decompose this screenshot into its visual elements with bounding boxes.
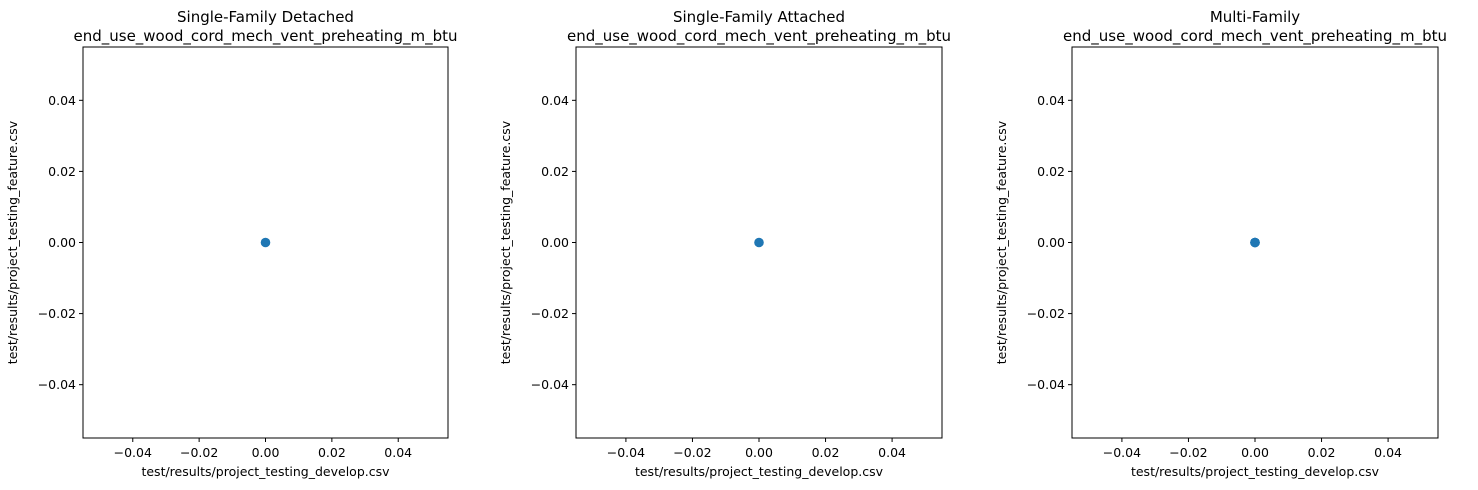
y-tick-label: −0.02 — [38, 306, 76, 321]
y-tick-label: −0.04 — [38, 377, 76, 392]
chart-title: Single-Family Attached end_use_wood_cord_… — [567, 8, 951, 46]
x-axis-label: test/results/project_testing_develop.csv — [635, 464, 884, 479]
x-tick-label: −0.02 — [1169, 445, 1207, 460]
x-tick-label: −0.02 — [180, 445, 218, 460]
y-tick-label: 0.00 — [541, 235, 569, 250]
x-axis-label: test/results/project_testing_develop.csv — [141, 464, 390, 479]
x-tick-label: 0.02 — [812, 445, 840, 460]
x-tick-label: −0.04 — [607, 445, 645, 460]
x-tick-label: 0.02 — [1308, 445, 1336, 460]
chart-title-line-2: end_use_wood_cord_mech_vent_preheating_m… — [1063, 27, 1447, 46]
y-axis-label: test/results/project_testing_feature.csv — [5, 120, 20, 364]
data-point — [1250, 237, 1260, 248]
x-axis-label: test/results/project_testing_develop.csv — [1131, 464, 1380, 479]
x-tick-label: 0.04 — [1374, 445, 1402, 460]
y-axis-label: test/results/project_testing_feature.csv — [994, 120, 1009, 364]
chart-title-line-1: Single-Family Attached — [673, 8, 845, 26]
x-tick-label: −0.02 — [673, 445, 711, 460]
y-tick-label: 0.00 — [1037, 235, 1065, 250]
y-tick-label: 0.04 — [541, 93, 569, 108]
y-tick-label: 0.04 — [1037, 93, 1065, 108]
x-tick-label: 0.04 — [384, 445, 412, 460]
x-tick-label: −0.04 — [1103, 445, 1141, 460]
data-point — [754, 237, 764, 248]
x-tick-label: −0.04 — [114, 445, 152, 460]
x-tick-label: 0.00 — [1241, 445, 1269, 460]
y-tick-label: 0.02 — [541, 164, 569, 179]
y-axis-label: test/results/project_testing_feature.csv — [498, 120, 513, 364]
y-tick-label: −0.04 — [1027, 377, 1065, 392]
y-tick-label: 0.04 — [48, 93, 76, 108]
chart-title-line-2: end_use_wood_cord_mech_vent_preheating_m… — [73, 27, 457, 46]
chart-panel-1: Single-Family Detached end_use_wood_cord_… — [5, 8, 458, 479]
x-tick-label: 0.00 — [745, 445, 773, 460]
chart-title: Single-Family Detached end_use_wood_cord_… — [73, 8, 457, 46]
x-tick-label: 0.04 — [878, 445, 906, 460]
y-tick-label: 0.02 — [1037, 164, 1065, 179]
data-point — [260, 237, 271, 248]
chart-panel-2: Single-Family Attached end_use_wood_cord_… — [498, 8, 951, 479]
chart-title: Multi-Family end_use_wood_cord_mech_vent_… — [1063, 8, 1447, 46]
chart-panel-3: Multi-Family end_use_wood_cord_mech_vent_… — [994, 8, 1447, 479]
x-tick-label: 0.02 — [318, 445, 346, 460]
chart-title-line-1: Multi-Family — [1210, 8, 1300, 26]
chart-title-line-2: end_use_wood_cord_mech_vent_preheating_m… — [567, 27, 951, 46]
x-tick-label: 0.00 — [252, 445, 280, 460]
y-tick-label: −0.02 — [1027, 306, 1065, 321]
chart-title-line-1: Single-Family Detached — [177, 8, 354, 26]
y-tick-label: −0.02 — [531, 306, 569, 321]
y-tick-label: −0.04 — [531, 377, 569, 392]
y-tick-label: 0.02 — [48, 164, 76, 179]
y-tick-label: 0.00 — [48, 235, 76, 250]
